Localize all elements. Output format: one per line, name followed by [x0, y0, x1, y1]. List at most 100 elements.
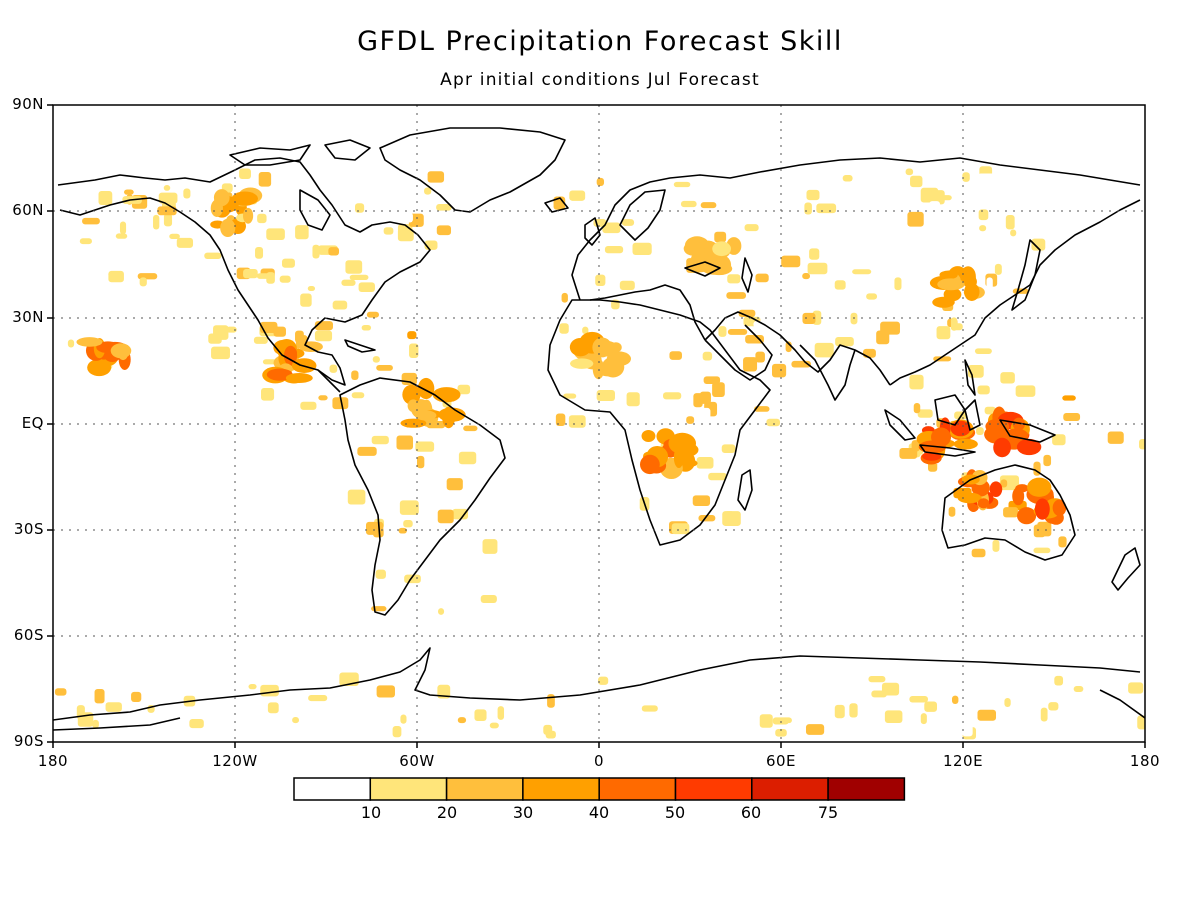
- skill-cell: [920, 713, 927, 725]
- skill-highlight: [243, 207, 254, 224]
- skill-cell: [1040, 707, 1048, 722]
- skill-cell: [267, 702, 279, 714]
- skill-highlight: [417, 377, 435, 400]
- skill-cell: [489, 722, 499, 729]
- skill-highlight: [432, 387, 461, 403]
- skill-cell: [497, 706, 505, 720]
- skill-cell: [692, 300, 708, 314]
- skill-cell: [351, 370, 359, 381]
- skill-cell: [738, 309, 756, 318]
- skill-cell: [712, 382, 725, 398]
- skill-cell: [543, 724, 553, 735]
- skill-cell: [258, 171, 272, 187]
- skill-cell: [1058, 536, 1067, 548]
- skill-highlight: [1016, 438, 1042, 456]
- skill-cell: [365, 521, 384, 535]
- skill-cell: [894, 277, 902, 291]
- skill-cell: [842, 174, 853, 182]
- skill-highlight: [76, 337, 103, 347]
- colorbar-swatch: [827, 777, 906, 801]
- lon-label-180e: 180: [1129, 752, 1161, 770]
- skill-cell: [971, 548, 986, 558]
- skill-highlight: [110, 343, 132, 359]
- skill-cell: [699, 391, 711, 404]
- skill-cell: [131, 691, 142, 703]
- colorbar-label-50: 50: [664, 803, 686, 822]
- skill-cell: [158, 192, 178, 204]
- skill-cell: [913, 403, 921, 414]
- skill-highlight: [231, 191, 258, 206]
- skill-cell: [376, 685, 395, 698]
- skill-cell: [884, 710, 903, 723]
- skill-highlight: [299, 341, 323, 353]
- skill-cell: [1054, 675, 1064, 686]
- skill-highlight: [1012, 417, 1026, 431]
- skill-cell: [253, 289, 269, 299]
- skill-cell: [745, 335, 764, 344]
- lat-label-30n: 30N: [12, 308, 44, 326]
- skill-cell: [396, 435, 414, 450]
- skill-cell: [850, 312, 858, 325]
- skill-cell: [392, 725, 402, 738]
- skill-cell: [596, 389, 615, 402]
- lat-label-60s: 60S: [13, 626, 44, 644]
- skill-cell: [424, 187, 432, 195]
- skill-cell: [802, 312, 816, 325]
- skill-cell: [328, 247, 340, 256]
- skill-cell: [700, 202, 717, 209]
- skill-cell: [92, 719, 99, 729]
- skill-cell: [702, 351, 713, 361]
- skill-cell: [94, 688, 105, 704]
- skill-cell: [300, 401, 317, 410]
- skill-cell: [772, 717, 789, 725]
- skill-cell: [546, 678, 561, 687]
- skill-cell: [260, 684, 279, 697]
- skill-cell: [766, 418, 780, 427]
- skill-cell: [253, 336, 268, 344]
- skill-cell: [243, 268, 258, 279]
- skill-cell: [457, 717, 467, 724]
- skill-highlight: [943, 287, 962, 302]
- skill-cell: [909, 374, 924, 390]
- skill-cell: [1052, 434, 1066, 446]
- skill-cell: [266, 228, 285, 241]
- skill-cell: [360, 401, 369, 410]
- skill-cell: [427, 171, 445, 183]
- skill-cell: [239, 168, 251, 179]
- skill-cell: [911, 440, 920, 452]
- skill-cell: [98, 190, 113, 205]
- skill-cell: [482, 501, 500, 510]
- skill-cell: [641, 705, 658, 712]
- skill-cell: [1000, 479, 1008, 488]
- skill-cell: [404, 212, 413, 223]
- skill-cell: [67, 339, 75, 348]
- skill-cell: [357, 446, 377, 456]
- skill-cell: [726, 292, 746, 299]
- skill-cell: [743, 357, 758, 372]
- skill-cell: [1139, 439, 1145, 450]
- skill-cell: [951, 695, 959, 705]
- skill-cell: [261, 388, 275, 401]
- skill-cell: [407, 331, 417, 340]
- skill-cell: [163, 184, 171, 191]
- skill-cell: [383, 227, 394, 235]
- skill-cell: [566, 704, 576, 715]
- skill-cell: [698, 514, 716, 522]
- skill-highlight: [993, 437, 1011, 458]
- skill-cell: [457, 384, 471, 395]
- skill-cell: [805, 724, 825, 735]
- skill-cell: [722, 511, 741, 526]
- skill-cell: [1043, 454, 1052, 467]
- skill-cell: [139, 277, 147, 287]
- skill-cell: [555, 413, 566, 427]
- skill-cell: [708, 472, 727, 481]
- coastlines: [53, 127, 1145, 731]
- skill-cell: [436, 225, 452, 236]
- skill-shading: [54, 166, 1145, 740]
- skill-cell: [446, 478, 463, 491]
- skill-cell: [907, 211, 924, 227]
- skill-cell: [119, 672, 130, 685]
- skill-highlight: [1027, 477, 1052, 497]
- skill-cell: [962, 172, 970, 182]
- skill-cell: [569, 190, 586, 201]
